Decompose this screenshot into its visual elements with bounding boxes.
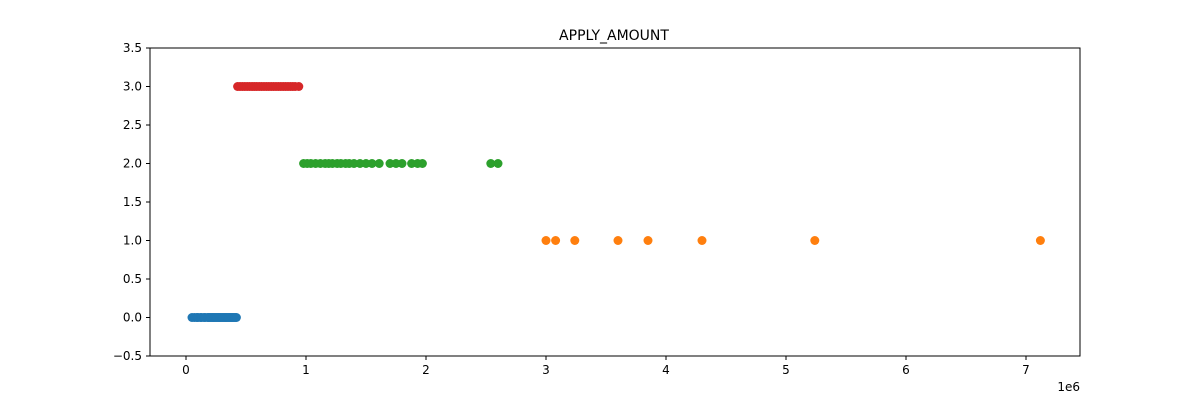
y-tick-label: 1.0: [123, 234, 142, 248]
x-axis: 0 1 2 3 4 5 6 7: [182, 356, 1030, 377]
y-tick-label: 1.5: [123, 195, 142, 209]
data-point: [570, 236, 580, 245]
data-point: [493, 159, 503, 168]
x-tick-label: 3: [542, 363, 550, 377]
data-point: [417, 159, 427, 168]
x-tick-label: 7: [1022, 363, 1030, 377]
x-tick-label: 4: [662, 363, 670, 377]
data-point: [551, 236, 561, 245]
data-point: [486, 159, 496, 168]
y-tick-label: 3.0: [123, 80, 142, 94]
y-tick-label: 3.5: [123, 41, 142, 55]
data-point: [397, 159, 407, 168]
y-tick-label: 2.5: [123, 118, 142, 132]
data-point: [541, 236, 551, 245]
plot-frame: [149, 47, 1081, 357]
data-point: [294, 82, 304, 91]
x-offset-text: 1e6: [1057, 380, 1080, 394]
data-point: [1035, 236, 1045, 245]
data-point: [231, 313, 241, 322]
data-point: [374, 159, 384, 168]
y-axis: −0.5 0.0 0.5 1.0 1.5 2.0 2.5 3.0 3.5: [113, 41, 150, 363]
y-tick-label: 2.0: [123, 157, 142, 171]
data-point: [643, 236, 653, 245]
chart-title: APPLY_AMOUNT: [559, 28, 669, 44]
y-tick-label: 0.5: [123, 272, 142, 286]
data-point: [367, 159, 377, 168]
data-point: [810, 236, 820, 245]
y-tick-label: 0.0: [123, 311, 142, 325]
x-tick-label: 1: [302, 363, 310, 377]
data-points: [187, 82, 1045, 322]
x-tick-label: 6: [902, 363, 910, 377]
x-tick-label: 0: [182, 363, 190, 377]
x-tick-label: 2: [422, 363, 430, 377]
x-tick-label: 5: [782, 363, 790, 377]
y-tick-label: −0.5: [113, 349, 142, 363]
data-point: [697, 236, 707, 245]
data-point: [613, 236, 623, 245]
